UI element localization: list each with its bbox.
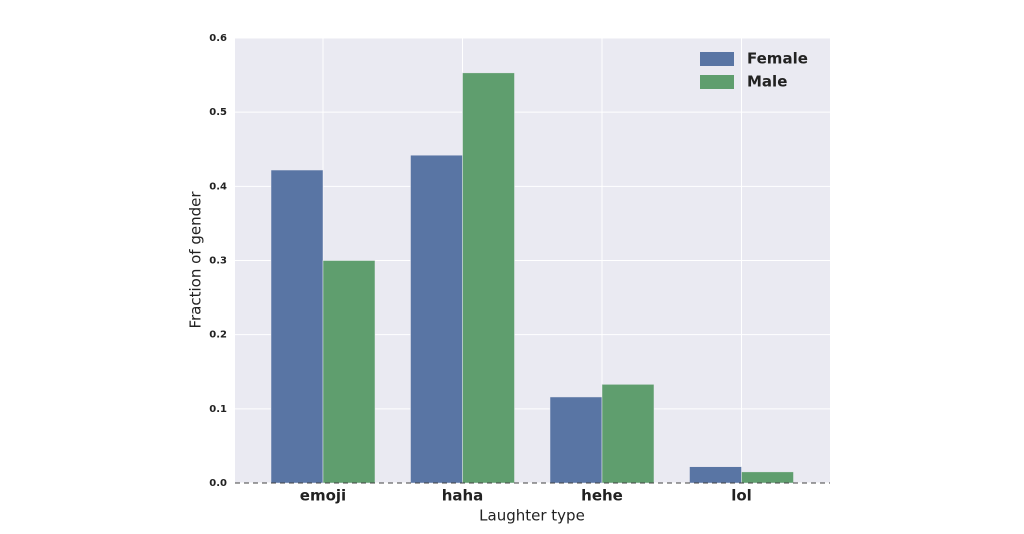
bar bbox=[410, 154, 463, 484]
x-tick-label: emoji bbox=[300, 487, 346, 505]
legend-label: Female bbox=[747, 50, 808, 68]
legend-swatch bbox=[700, 75, 734, 89]
bar bbox=[549, 396, 603, 484]
x-tick-label: haha bbox=[442, 487, 484, 505]
y-tick-label: 0.2 bbox=[209, 330, 227, 341]
y-axis-label: Fraction of gender bbox=[187, 191, 205, 329]
bar bbox=[689, 466, 742, 484]
x-tick-label: lol bbox=[731, 487, 752, 505]
legend-swatch bbox=[700, 52, 734, 66]
bar bbox=[322, 260, 376, 484]
y-tick-label: 0.4 bbox=[209, 181, 227, 192]
y-tick-label: 0.5 bbox=[209, 107, 227, 118]
bar bbox=[462, 72, 515, 484]
y-tick-label: 0.1 bbox=[209, 404, 227, 415]
x-tick-label: hehe bbox=[581, 487, 623, 505]
y-tick-label: 0.0 bbox=[209, 478, 227, 489]
bar bbox=[741, 471, 794, 484]
x-axis-label: Laughter type bbox=[479, 507, 585, 525]
bar bbox=[601, 384, 655, 484]
legend-label: Male bbox=[747, 73, 787, 91]
y-tick-label: 0.6 bbox=[209, 33, 227, 44]
bar bbox=[270, 169, 324, 484]
y-tick-label: 0.3 bbox=[209, 256, 227, 267]
